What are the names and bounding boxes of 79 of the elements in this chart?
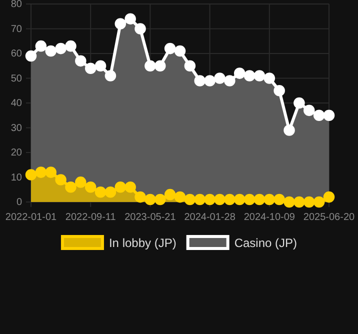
point bbox=[104, 70, 116, 82]
point bbox=[244, 194, 256, 206]
x-tick-label: 2022-01-01 bbox=[5, 212, 58, 224]
point bbox=[264, 72, 276, 84]
point bbox=[214, 194, 226, 206]
point bbox=[174, 45, 186, 57]
y-tick-label: 80 bbox=[10, 0, 22, 10]
point bbox=[204, 194, 216, 206]
y-tick-label: 40 bbox=[10, 98, 22, 110]
y-tick-label: 10 bbox=[10, 172, 22, 184]
point bbox=[174, 191, 186, 203]
y-tick-label: 60 bbox=[10, 48, 22, 60]
point bbox=[184, 194, 196, 206]
point bbox=[274, 84, 285, 96]
legend-label: In lobby (JP) bbox=[108, 236, 176, 250]
point bbox=[25, 50, 37, 62]
point bbox=[55, 42, 66, 54]
y-tick-label: 70 bbox=[10, 24, 22, 35]
point bbox=[294, 196, 305, 208]
point bbox=[323, 191, 335, 203]
point bbox=[25, 169, 37, 180]
point bbox=[154, 194, 166, 206]
point bbox=[254, 194, 266, 206]
point bbox=[75, 176, 86, 188]
x-tick-label: 2023-05-21 bbox=[124, 212, 176, 224]
point bbox=[194, 75, 206, 86]
point bbox=[234, 194, 246, 206]
point bbox=[84, 62, 96, 74]
point bbox=[274, 194, 285, 206]
point bbox=[214, 72, 226, 84]
y-tick-label: 30 bbox=[10, 122, 22, 134]
point bbox=[144, 194, 156, 206]
y-tick-label: 0 bbox=[16, 197, 22, 208]
point bbox=[134, 191, 146, 203]
point bbox=[55, 174, 66, 186]
point bbox=[303, 196, 315, 208]
x-tick-label: 2022-09-11 bbox=[65, 212, 116, 224]
point bbox=[244, 70, 256, 82]
point bbox=[65, 40, 76, 52]
x-tick-label: 2024-01-28 bbox=[184, 212, 236, 224]
point bbox=[284, 124, 295, 136]
point bbox=[35, 40, 47, 52]
point bbox=[65, 182, 76, 193]
point bbox=[104, 186, 116, 198]
point bbox=[45, 45, 57, 57]
point bbox=[313, 110, 325, 122]
point bbox=[94, 60, 106, 72]
point bbox=[45, 166, 57, 178]
point bbox=[204, 75, 216, 86]
point bbox=[114, 182, 126, 193]
x-tick-label: 2025-06-20 bbox=[303, 212, 356, 224]
legend-label: Casino (JP) bbox=[234, 236, 298, 250]
point bbox=[303, 104, 315, 116]
point bbox=[264, 194, 276, 206]
point bbox=[94, 186, 106, 198]
point bbox=[164, 188, 176, 200]
point bbox=[84, 182, 96, 193]
point bbox=[114, 18, 126, 30]
point bbox=[154, 60, 166, 72]
x-tick-label: 2024-10-09 bbox=[244, 212, 296, 224]
point bbox=[313, 196, 325, 208]
point bbox=[35, 166, 47, 178]
point bbox=[284, 196, 295, 208]
point bbox=[234, 68, 246, 79]
y-tick-label: 20 bbox=[10, 148, 22, 159]
y-tick-label: 50 bbox=[10, 73, 22, 84]
point bbox=[224, 75, 236, 86]
point bbox=[323, 110, 335, 122]
point bbox=[194, 194, 206, 206]
point bbox=[164, 42, 176, 54]
point bbox=[75, 55, 86, 67]
point bbox=[224, 194, 236, 206]
point bbox=[184, 60, 196, 72]
point bbox=[254, 70, 266, 82]
point bbox=[144, 60, 156, 72]
point bbox=[124, 13, 136, 24]
point bbox=[124, 182, 136, 193]
point bbox=[134, 23, 146, 34]
point bbox=[294, 97, 305, 109]
